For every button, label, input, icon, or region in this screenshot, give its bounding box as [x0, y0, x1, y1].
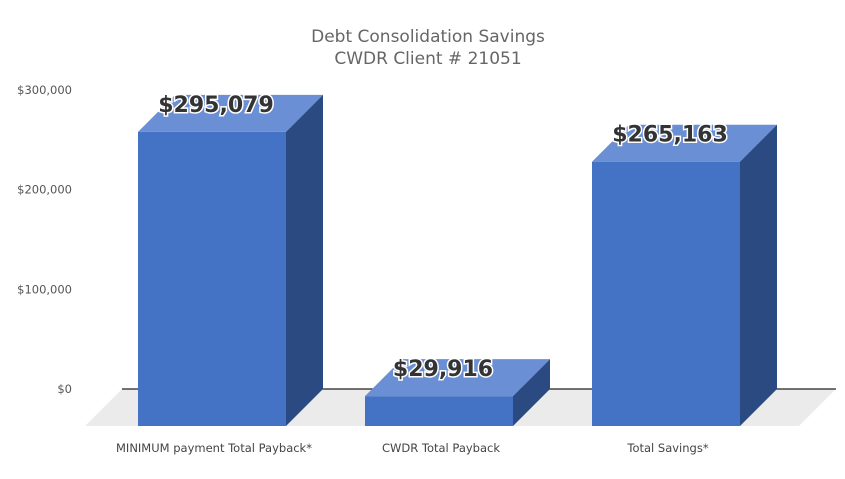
bar [592, 124, 777, 426]
y-axis: $0 $100,000 $200,000 $300,000 [17, 83, 72, 396]
bar [365, 359, 550, 426]
bar-side [513, 359, 550, 426]
chart-title: Debt Consolidation Savings [311, 27, 545, 47]
chart-titles: Debt Consolidation Savings CWDR Client #… [311, 27, 545, 69]
bar-top [138, 94, 323, 132]
data-labels: $295,079 $29,916 $265,163 [157, 91, 730, 383]
y-tick-label: $100,000 [17, 282, 72, 296]
bar-side [740, 124, 777, 426]
bar-front [138, 131, 286, 426]
x-category-label: MINIMUM payment Total Payback* [116, 441, 312, 455]
x-category-label: Total Savings* [626, 441, 708, 455]
bar-top [592, 124, 777, 162]
data-label: $29,916 [393, 357, 493, 382]
data-label: $265,163 [612, 123, 728, 148]
bars [138, 94, 777, 426]
x-category-label: CWDR Total Payback [382, 441, 500, 455]
bar-top [365, 359, 550, 397]
data-label: $295,079 [158, 93, 274, 118]
bar-front [365, 396, 513, 426]
bar-side [286, 94, 323, 426]
x-axis: MINIMUM payment Total Payback* CWDR Total… [116, 441, 709, 455]
y-tick-label: $0 [57, 382, 72, 396]
bar [138, 94, 323, 426]
chart-subtitle: CWDR Client # 21051 [334, 49, 521, 69]
bar-front [592, 161, 740, 426]
y-tick-label: $300,000 [17, 83, 72, 97]
y-tick-label: $200,000 [17, 183, 72, 197]
